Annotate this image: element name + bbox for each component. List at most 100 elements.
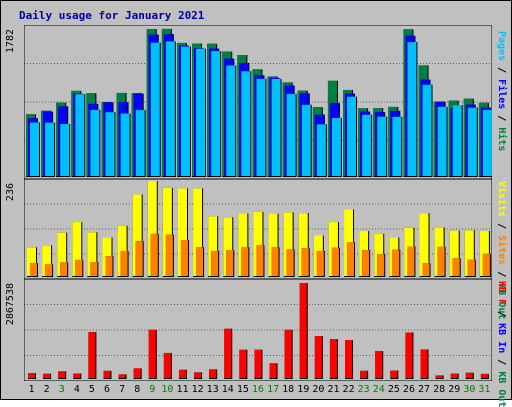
day-label-2: 2: [43, 384, 50, 395]
hits-pages-bar-day-4: [75, 94, 86, 177]
hits-pages-bar-day-7: [120, 113, 131, 177]
day-label-1: 1: [28, 384, 35, 395]
visits-sites-bar-day-13: [211, 250, 220, 277]
kbytes-kb-f-bar-day-26: [405, 332, 414, 379]
hits-pages-bar-day-19: [301, 104, 312, 177]
hits-pages-bar-day-3: [60, 124, 71, 177]
hits-pages-bar-day-17: [271, 78, 282, 177]
legend-files: Files: [496, 79, 507, 110]
hits-panel: [24, 25, 492, 179]
day-label-28: 28: [433, 384, 446, 395]
hits-pages-bar-day-18: [286, 93, 297, 177]
kbytes-kb-f-bar-day-8: [133, 368, 142, 379]
hits-pages-bar-day-14: [226, 65, 237, 177]
visits-sites-bar-day-4: [75, 259, 84, 277]
visits-legend: Visits / Sites / KB Out: [495, 181, 509, 319]
day-label-27: 27: [418, 384, 431, 395]
hits-pages-bar-day-25: [392, 116, 403, 177]
day-label-16: 16: [251, 384, 265, 395]
hits-pages-bar-day-20: [316, 124, 327, 177]
kbytes-legend: KB F / KB In / KB Out: [495, 281, 509, 407]
visits-chart: [24, 179, 492, 279]
kbytes-kb-f-bar-day-24: [375, 351, 384, 379]
day-label-24: 24: [372, 384, 385, 395]
day-label-6: 6: [104, 384, 111, 395]
visits-sites-bar-day-15: [241, 247, 250, 277]
kbytes-kb-f-bar-day-9: [148, 329, 157, 379]
day-label-11: 11: [176, 384, 189, 395]
day-label-9: 9: [149, 384, 156, 395]
hits-pages-bar-day-8: [135, 109, 146, 177]
kbytes-kb-f-bar-day-7: [118, 374, 127, 379]
visits-sites-bar-day-3: [60, 262, 69, 277]
day-label-12: 12: [191, 384, 204, 395]
day-label-29: 29: [448, 384, 461, 395]
legend-kb-in: KB In: [496, 323, 507, 354]
visits-visits-bar-day-8: [132, 194, 143, 277]
day-label-25: 25: [387, 384, 400, 395]
hits-pages-bar-day-9: [150, 42, 161, 177]
hits-pages-bar-day-31: [482, 109, 492, 177]
visits-visits-bar-day-11: [177, 188, 188, 277]
visits-sites-bar-day-14: [226, 250, 235, 277]
kbytes-panel: [24, 279, 492, 381]
visits-sites-bar-day-11: [180, 239, 189, 277]
visits-visits-bar-day-3: [57, 232, 68, 277]
visits-visits-bar-day-27: [419, 213, 430, 277]
kbytes-kb-f-bar-day-30: [465, 372, 474, 379]
day-label-22: 22: [342, 384, 355, 395]
visits-visits-bar-day-19: [298, 213, 309, 277]
day-label-3: 3: [58, 384, 65, 395]
day-label-19: 19: [297, 384, 310, 395]
kbytes-kb-f-bar-day-1: [28, 373, 36, 379]
visits-visits-bar-day-14: [223, 217, 234, 277]
visits-ymax-label: 236: [5, 183, 16, 202]
legend-hits: Hits: [496, 127, 507, 152]
hits-legend: Pages / Files / Hits: [495, 31, 509, 151]
kbytes-kb-f-bar-day-10: [163, 352, 172, 379]
kbytes-kb-f-bar-day-31: [480, 373, 489, 379]
kbytes-kb-f-bar-day-18: [284, 329, 293, 379]
day-label-21: 21: [327, 384, 340, 395]
kbytes-kb-f-bar-day-14: [224, 328, 233, 379]
kbytes-kb-f-bar-day-21: [329, 339, 338, 379]
hits-pages-bar-day-1: [30, 122, 40, 177]
visits-visits-bar-day-18: [283, 212, 294, 277]
visits-visits-bar-day-30: [464, 230, 475, 277]
visits-visits-bar-day-13: [208, 216, 219, 277]
visits-sites-bar-day-23: [362, 250, 371, 277]
visits-sites-bar-day-1: [30, 263, 38, 277]
visits-sites-bar-day-6: [105, 256, 114, 277]
legend-separator: /: [496, 305, 507, 324]
day-axis: 1 2 3 4 5 6 7 8 9 10 11 12 13 14 15 16 17 18 19 20 21 22 23 24 2…: [24, 384, 492, 396]
visits-visits-bar-day-2: [42, 245, 53, 277]
legend-pages: Pages: [496, 31, 507, 62]
day-label-7: 7: [119, 384, 126, 395]
day-label-4: 4: [73, 384, 80, 395]
day-label-14: 14: [221, 384, 234, 395]
hits-pages-bar-day-22: [347, 96, 358, 177]
day-label-18: 18: [282, 384, 295, 395]
visits-visits-bar-day-1: [27, 247, 37, 277]
day-label-26: 26: [402, 384, 415, 395]
kbytes-kb-f-bar-day-25: [390, 370, 399, 379]
kbytes-chart: [24, 279, 492, 381]
visits-sites-bar-day-30: [467, 259, 476, 277]
visits-sites-bar-day-20: [316, 250, 325, 277]
day-label-5: 5: [88, 384, 95, 395]
visits-sites-bar-day-19: [301, 248, 310, 277]
kbytes-kb-f-bar-day-29: [450, 373, 459, 379]
visits-visits-bar-day-29: [449, 230, 460, 277]
visits-visits-bar-day-16: [253, 211, 264, 277]
kbytes-kb-f-bar-day-5: [88, 332, 97, 379]
day-label-30: 30: [463, 384, 476, 395]
visits-panel: [24, 179, 492, 279]
visits-visits-bar-day-12: [193, 188, 204, 277]
kbytes-kb-f-bar-day-16: [254, 349, 263, 379]
visits-sites-bar-day-8: [135, 241, 144, 277]
day-label-13: 13: [206, 384, 219, 395]
visits-sites-bar-day-18: [286, 249, 295, 277]
kbytes-kb-f-bar-day-28: [435, 375, 444, 379]
day-label-31: 31: [478, 384, 491, 395]
visits-sites-bar-day-28: [437, 246, 446, 277]
